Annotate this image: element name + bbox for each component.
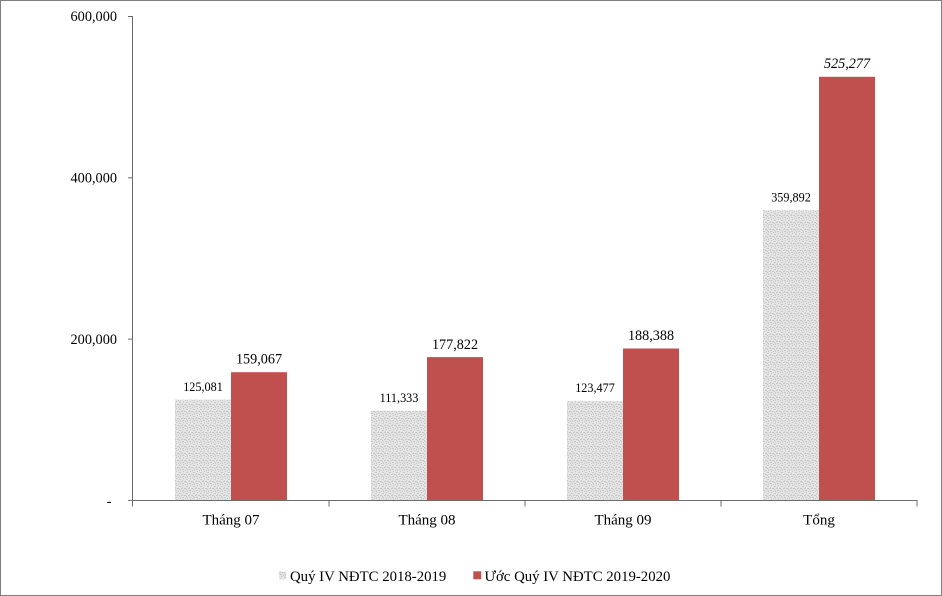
svg-text:359,892: 359,892: [771, 190, 811, 204]
svg-text:Tháng 08: Tháng 08: [398, 513, 455, 529]
svg-text:159,067: 159,067: [236, 352, 282, 368]
svg-text:111,333: 111,333: [380, 391, 419, 405]
svg-text:525,277: 525,277: [824, 56, 871, 72]
svg-text:123,477: 123,477: [575, 381, 615, 395]
svg-text:Quý IV NĐTC 2018-2019: Quý IV NĐTC 2018-2019: [290, 569, 446, 585]
svg-text:125,081: 125,081: [183, 380, 223, 394]
svg-text:400,000: 400,000: [71, 171, 117, 187]
svg-text:188,388: 188,388: [628, 328, 674, 344]
svg-text:Tổng: Tổng: [803, 513, 835, 529]
svg-text:-: -: [107, 494, 112, 510]
svg-text:200,000: 200,000: [71, 332, 117, 348]
svg-text:177,822: 177,822: [432, 337, 478, 353]
svg-text:Tháng 07: Tháng 07: [202, 513, 260, 529]
svg-text:600,000: 600,000: [71, 9, 117, 25]
svg-text:Tháng 09: Tháng 09: [594, 513, 651, 529]
svg-text:Ước Quý IV NĐTC 2019-2020: Ước Quý IV NĐTC 2019-2020: [485, 569, 671, 585]
